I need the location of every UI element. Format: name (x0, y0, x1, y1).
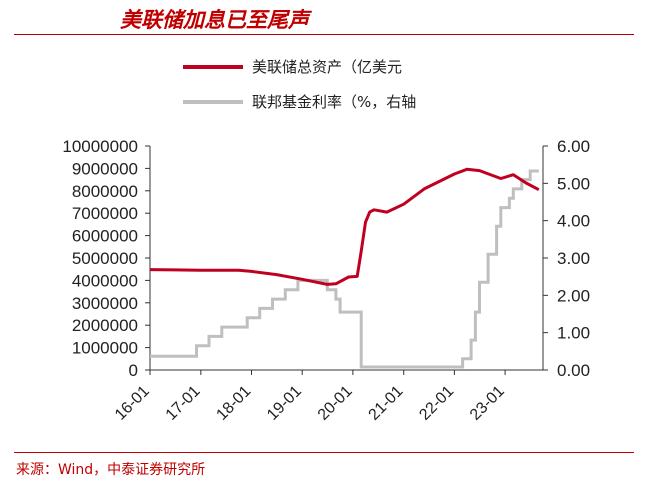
left-tick-label: 9000000 (72, 159, 138, 178)
left-tick-label: 8000000 (72, 182, 138, 201)
x-tick-label: 19-01 (264, 383, 305, 424)
right-tick-label: 0.00 (557, 361, 590, 380)
title-divider (14, 34, 634, 35)
right-tick-label: 5.00 (557, 174, 590, 193)
legend-label-assets: 美联储总资产（亿美元 (252, 58, 402, 76)
page-title: 美联储加息已至尾声 (120, 7, 309, 32)
fed-funds-rate-line (150, 169, 539, 369)
x-tick-label: 23-01 (467, 383, 508, 424)
x-tick-label: 18-01 (213, 383, 254, 424)
fed-total-assets-line (149, 167, 540, 286)
left-tick-label: 7000000 (72, 204, 138, 223)
legend: 美联储总资产（亿美元 联邦基金利率（%，右轴 (183, 58, 416, 111)
left-tick-label: 2000000 (72, 316, 138, 335)
footer-divider (14, 452, 634, 453)
right-tick-label: 3.00 (557, 249, 590, 268)
source-note: 来源：Wind，中泰证券研究所 (16, 462, 206, 478)
dual-axis-chart: 美联储总资产（亿美元 联邦基金利率（%，右轴 0 1000000 2000000 30… (62, 58, 590, 424)
x-tick-label: 16-01 (112, 383, 153, 424)
x-tick-label: 20-01 (315, 383, 356, 424)
right-tick-label: 6.00 (557, 137, 590, 156)
left-tick-label: 5000000 (72, 249, 138, 268)
right-tick-label: 1.00 (557, 324, 590, 343)
left-tick-label: 4000000 (72, 271, 138, 290)
left-tick-label: 3000000 (72, 294, 138, 313)
series-layer (149, 167, 540, 369)
left-tick-label: 0 (129, 361, 138, 380)
legend-label-rate: 联邦基金利率（%，右轴 (252, 93, 416, 111)
left-tick-label: 10000000 (62, 137, 138, 156)
x-tick-label: 21-01 (366, 383, 407, 424)
x-tick-label: 22-01 (416, 383, 457, 424)
left-tick-label: 1000000 (72, 339, 138, 358)
right-tick-label: 2.00 (557, 286, 590, 305)
x-tick-label: 17-01 (163, 383, 204, 424)
right-tick-label: 4.00 (557, 212, 590, 231)
left-tick-label: 6000000 (72, 227, 138, 246)
